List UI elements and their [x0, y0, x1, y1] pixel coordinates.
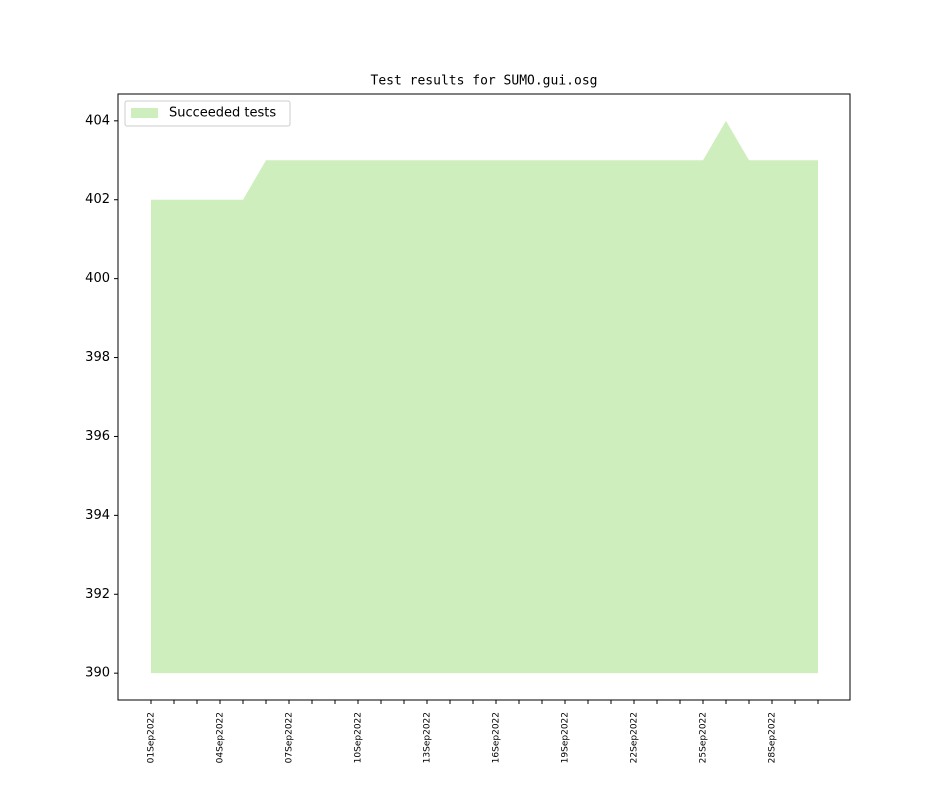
x-tick-label: 22Sep2022 — [630, 712, 640, 763]
x-tick-label: 01Sep2022 — [147, 712, 157, 763]
y-tick-label: 400 — [85, 271, 110, 286]
y-tick-label: 394 — [85, 508, 110, 523]
x-tick-label: 04Sep2022 — [216, 712, 226, 763]
y-tick-label: 398 — [85, 350, 110, 365]
plot-frame — [117, 93, 851, 701]
y-tick-label: 392 — [85, 587, 110, 602]
legend-box — [124, 100, 291, 127]
legend-label: Succeeded tests — [169, 106, 276, 121]
y-tick-label: 390 — [85, 666, 110, 681]
x-tick-label: 07Sep2022 — [285, 712, 295, 763]
y-tick-label: 396 — [85, 429, 110, 444]
x-tick-label: 10Sep2022 — [354, 712, 364, 763]
x-tick-label: 19Sep2022 — [561, 712, 571, 763]
x-tick-label: 25Sep2022 — [699, 712, 709, 763]
x-tick-label: 16Sep2022 — [492, 712, 502, 763]
chart-title: Test results for SUMO.gui.osg — [371, 74, 598, 89]
legend-swatch — [131, 108, 158, 118]
x-tick-label: 13Sep2022 — [423, 712, 433, 763]
x-tick-label: 28Sep2022 — [768, 712, 778, 763]
y-tick-label: 404 — [85, 113, 110, 128]
legend: Succeeded tests — [124, 100, 291, 127]
y-tick-label: 402 — [85, 192, 110, 207]
area — [151, 120, 818, 674]
